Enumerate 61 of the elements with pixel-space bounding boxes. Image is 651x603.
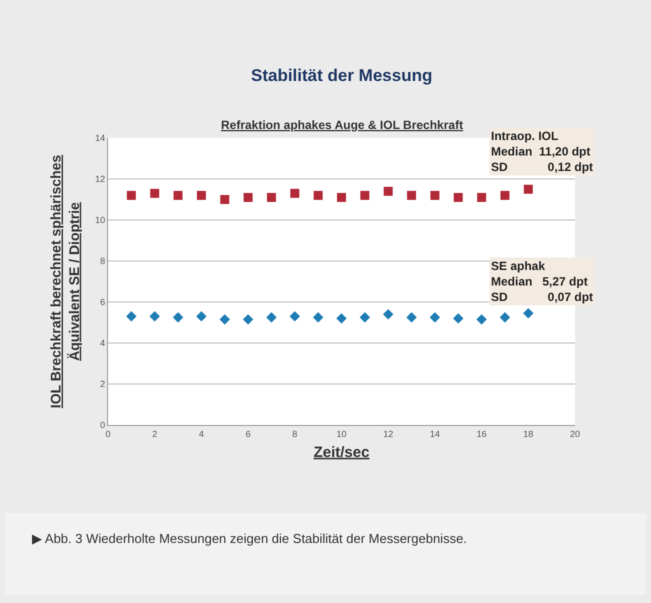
point bbox=[337, 192, 346, 202]
point bbox=[476, 314, 487, 325]
point bbox=[174, 190, 183, 200]
text: ▶ Abb. 3 Wiederholte Messungen zeigen die Stabilität der Messergebnisse. bbox=[32, 531, 467, 546]
point bbox=[196, 190, 206, 200]
point bbox=[384, 186, 393, 196]
point bbox=[150, 188, 160, 198]
y-tick-label: 2 bbox=[100, 379, 106, 390]
point bbox=[314, 190, 323, 200]
y-tick-label: 14 bbox=[95, 133, 106, 144]
point bbox=[290, 311, 300, 322]
chart-title: Stabilität der Messung bbox=[251, 66, 432, 85]
x-tick-label: 20 bbox=[570, 428, 580, 439]
y-tick-label: 8 bbox=[100, 256, 106, 266]
y-tick-label: 10 bbox=[95, 215, 106, 226]
point bbox=[360, 312, 370, 323]
point bbox=[220, 314, 230, 325]
y-tick-label: 4 bbox=[100, 338, 106, 348]
x-tick-label: 14 bbox=[430, 428, 440, 439]
x-tick-label: 16 bbox=[476, 428, 487, 439]
x-axis-title: Zeit/sec bbox=[314, 444, 370, 461]
x-tick-label: 10 bbox=[336, 428, 347, 439]
point bbox=[244, 192, 253, 202]
y-tick-label: 12 bbox=[95, 174, 106, 184]
x-tick-label: 2 bbox=[152, 428, 158, 439]
x-tick-label: 6 bbox=[246, 428, 251, 439]
point bbox=[430, 312, 440, 323]
point bbox=[126, 190, 136, 200]
point bbox=[312, 312, 324, 323]
x-tick-label: 12 bbox=[383, 428, 394, 439]
point bbox=[524, 184, 533, 194]
point bbox=[220, 195, 230, 204]
point bbox=[430, 190, 440, 200]
point bbox=[406, 312, 417, 323]
point bbox=[150, 311, 160, 322]
point bbox=[196, 311, 207, 322]
point bbox=[453, 313, 464, 324]
point bbox=[407, 190, 416, 200]
annotation: SE aphak Median 5,27 dpt SD 0,07 dpt bbox=[491, 259, 594, 304]
annotation: Intraop. IOL Median 11,20 dpt SD 0,12 dpt bbox=[491, 129, 594, 174]
point bbox=[242, 314, 254, 325]
point bbox=[383, 309, 394, 320]
x-tick-label: 18 bbox=[523, 428, 534, 439]
x-tick-label: 8 bbox=[292, 428, 298, 439]
point bbox=[500, 312, 510, 323]
point bbox=[172, 312, 184, 323]
point bbox=[523, 308, 534, 318]
point bbox=[266, 192, 276, 202]
x-tick-label: 4 bbox=[198, 428, 204, 439]
point bbox=[477, 192, 486, 202]
point bbox=[290, 188, 300, 198]
y-tick-label: 6 bbox=[100, 297, 106, 308]
point bbox=[360, 190, 370, 200]
point bbox=[500, 190, 510, 200]
y-tick-label: 0 bbox=[100, 420, 106, 430]
point bbox=[266, 312, 277, 323]
point bbox=[454, 192, 463, 202]
chart-subtitle: Refraktion aphakes Auge & IOL Brechkraft bbox=[221, 118, 464, 132]
y-axis-title: IOL Brechkraft berechnet sphärisches Äquivalent SE / Dioptrie bbox=[48, 154, 82, 408]
point bbox=[336, 313, 347, 324]
point bbox=[126, 311, 137, 322]
